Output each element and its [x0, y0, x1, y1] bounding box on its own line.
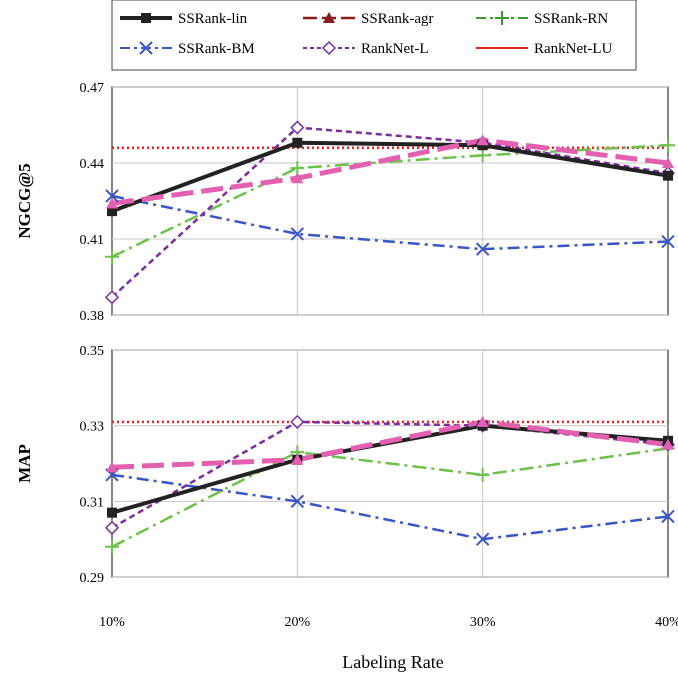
x-tick-label: 40% [655, 615, 678, 630]
data-point-ssrank-lin [663, 170, 673, 181]
data-point-ssrank-bm [105, 189, 119, 203]
legend-label: SSRank-BM [178, 41, 255, 57]
data-point-ssrank-bm [475, 532, 490, 546]
legend-marker [139, 41, 153, 55]
data-point-ranknet-l [104, 520, 120, 535]
data-point-ssrank-lin [477, 140, 488, 151]
data-point-ssrank-lin [107, 507, 117, 518]
ndcg-panel: 0.38 0.41 0.44 0.47 NGCG@5 [15, 81, 676, 324]
legend-label: RankNet-LU [534, 41, 612, 57]
data-point-ssrank-bm [661, 234, 675, 249]
data-point-ssrank-lin [292, 137, 303, 148]
y-axis-title: NGCG@5 [15, 163, 34, 238]
y-axis-title: MAP [15, 444, 34, 483]
data-point-ssrank-rn [661, 138, 675, 153]
data-point-ssrank-agr [291, 172, 304, 184]
legend-item-ssrank-rn: SSRank-RN [476, 11, 608, 27]
data-point-ssrank-rn [475, 467, 490, 482]
data-point-ranknet-l [104, 290, 120, 305]
legend: SSRank-lin SSRank-agr SSRank-RN SSRank-BM Ra… [111, 0, 637, 71]
legend-label: RankNet-L [361, 41, 428, 57]
x-axis-title: Labeling Rate [342, 652, 443, 672]
legend-item-ssrank-lin: SSRank-lin [120, 11, 248, 27]
legend-label: SSRank-lin [178, 11, 248, 27]
data-point-ssrank-agr [662, 438, 674, 450]
data-point-ssrank-bm [475, 242, 490, 256]
legend-marker [495, 11, 509, 25]
legend-item-ssrank-agr: SSRank-agr [303, 11, 434, 27]
legend-item-ssrank-bm: SSRank-BM [120, 41, 255, 57]
legend-box [111, 0, 637, 71]
data-point-ssrank-rn [105, 249, 119, 264]
legend-marker [323, 12, 335, 23]
y-tick-label: 0.47 [80, 81, 105, 96]
data-point-ssrank-bm [290, 494, 305, 509]
legend-marker [141, 13, 151, 23]
series-line-ranknet-l [111, 126, 669, 299]
y-tick-label: 0.38 [80, 309, 105, 324]
series-line-ssrank-agr [111, 137, 669, 207]
y-tick-label: 0.41 [80, 233, 105, 248]
data-point-ssrank-lin [107, 206, 117, 217]
plot-area [111, 86, 669, 316]
data-point-ranknet-l [290, 414, 305, 429]
data-point-ssrank-agr [476, 415, 489, 427]
y-tick-label: 0.29 [80, 571, 105, 586]
legend-item-ranknet-l: RankNet-L [303, 40, 428, 57]
x-tick-label: 10% [99, 615, 125, 630]
x-tick-label: 20% [284, 615, 310, 630]
x-tick-label: 30% [470, 615, 496, 630]
legend-label: SSRank-RN [534, 11, 608, 27]
y-tick-label: 0.44 [80, 157, 105, 172]
map-panel: 0.29 0.31 0.33 0.35 MAP [15, 344, 676, 586]
data-point-ssrank-rn [475, 148, 490, 163]
data-point-ssrank-rn [105, 539, 119, 554]
y-tick-label: 0.33 [80, 420, 105, 435]
data-point-ssrank-bm [290, 227, 305, 241]
series-line-ssrank-rn [111, 447, 669, 548]
series-line-ssrank-agr [111, 419, 669, 470]
data-point-ssrank-agr [476, 134, 489, 146]
x-tick-labels: 10% 20% 30% 40% [99, 615, 678, 630]
data-point-ssrank-agr [106, 197, 118, 209]
data-point-ranknet-l [290, 120, 305, 135]
y-tick-label: 0.35 [80, 344, 105, 359]
series-line-ssrank-bm [111, 194, 669, 251]
data-point-ssrank-agr [106, 461, 118, 473]
data-point-ssrank-agr [291, 453, 304, 465]
data-point-ssrank-agr [662, 157, 674, 168]
series-line-ssrank-lin [111, 140, 669, 214]
y-tick-label: 0.31 [80, 495, 105, 510]
legend-marker [321, 40, 337, 56]
legend-label: SSRank-agr [361, 11, 434, 27]
data-point-ssrank-bm [661, 509, 675, 524]
legend-item-ranknet-lu: RankNet-LU [476, 41, 612, 57]
